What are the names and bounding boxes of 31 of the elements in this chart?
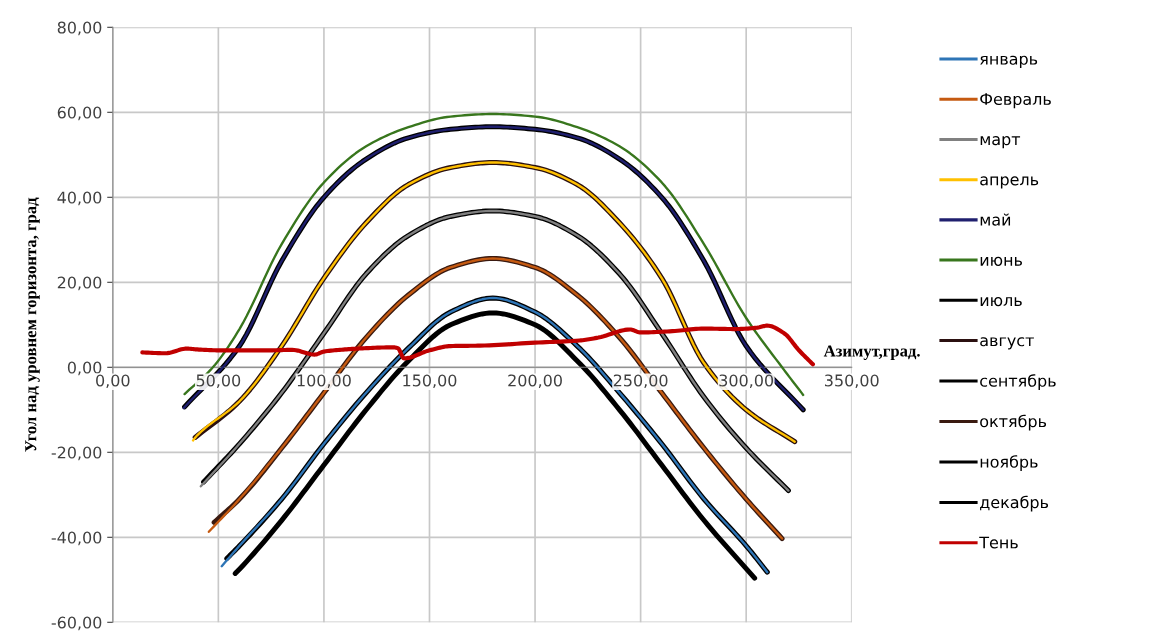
legend-label: май: [980, 213, 1011, 226]
y-tick-label: -60,00: [51, 616, 102, 631]
x-tick-label: 50,00: [196, 374, 241, 389]
y-tick-label: -20,00: [51, 446, 102, 461]
legend-label: ноябрь: [980, 455, 1038, 471]
y-tick-label: -40,00: [51, 531, 102, 546]
y-tick-label: 0,00: [67, 361, 102, 376]
legend-label: Тень: [979, 536, 1018, 549]
legend-label: январь: [980, 55, 1038, 68]
y-axis-title: Угол над уровнем горизонта, град: [25, 197, 40, 452]
legend-label: октябрь: [980, 414, 1047, 431]
y-tick-label: 40,00: [57, 191, 102, 206]
y-tick-label: 80,00: [57, 21, 102, 36]
legend-label: март: [980, 136, 1021, 149]
x-tick-label: 200,00: [508, 374, 562, 389]
legend-label: июль: [980, 296, 1022, 307]
x-tick-label: 150,00: [403, 374, 457, 389]
x-axis-title: Азимут,град.: [823, 345, 920, 360]
y-tick-label: 60,00: [57, 106, 102, 121]
x-tick-label: 250,00: [613, 374, 668, 389]
x-tick-label: 100,00: [297, 374, 351, 389]
legend-label: декабрь: [980, 495, 1049, 512]
legend-label: сентябрь: [980, 374, 1056, 390]
x-tick-label: 350,00: [825, 374, 879, 389]
legend-label: Февраль: [980, 93, 1051, 109]
x-tick-label: 300,00: [719, 374, 774, 389]
y-tick-label: 20,00: [57, 276, 102, 291]
legend-label: июнь: [980, 256, 1022, 266]
legend-label: апрель: [980, 176, 1039, 189]
x-tick-label: 0,00: [96, 374, 130, 389]
legend-label: август: [980, 337, 1034, 350]
